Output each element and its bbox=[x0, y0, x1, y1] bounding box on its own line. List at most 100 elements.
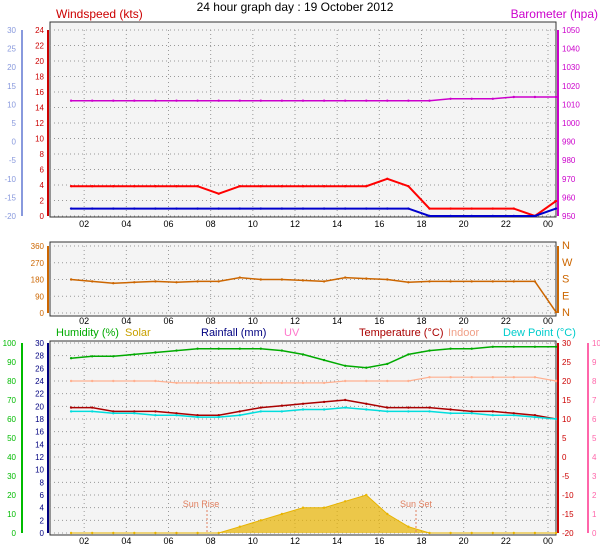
dewpoint-point bbox=[344, 406, 347, 409]
solar-point bbox=[91, 531, 94, 535]
barometer-point bbox=[259, 99, 262, 102]
solar-point bbox=[407, 525, 410, 528]
windspeed-point bbox=[238, 185, 241, 188]
humidity-point bbox=[154, 351, 157, 354]
wind-direction-point bbox=[470, 280, 473, 283]
x-tick-label: 08 bbox=[206, 536, 216, 546]
left-tick-label: 18 bbox=[35, 73, 44, 82]
uv-label: UV bbox=[284, 327, 300, 339]
outer-left-tick-label: -15 bbox=[4, 193, 16, 202]
wind-average-point bbox=[491, 214, 494, 218]
wind-average-point bbox=[133, 207, 136, 210]
wind-average-point bbox=[428, 214, 431, 218]
x-tick-label: 08 bbox=[206, 219, 216, 229]
right-tick-label: S bbox=[562, 274, 569, 286]
barometer-line bbox=[71, 96, 556, 102]
dewpoint-point bbox=[69, 410, 73, 413]
x-tick-label: 22 bbox=[501, 316, 511, 326]
temperature-point bbox=[344, 398, 347, 402]
wind-average-point bbox=[512, 214, 515, 218]
barometer-point bbox=[175, 99, 178, 102]
temperature-point bbox=[238, 410, 241, 413]
indoor-point bbox=[69, 379, 73, 383]
far-right-tick-label: 2 bbox=[592, 491, 597, 500]
wind-average-line bbox=[71, 207, 557, 217]
left-tick-label: 2 bbox=[40, 197, 45, 206]
barometer-point bbox=[69, 99, 73, 102]
barometer-point bbox=[154, 99, 157, 102]
wind-direction-point bbox=[512, 280, 515, 283]
left-tick-label: 6 bbox=[40, 491, 45, 500]
right-tick-label: 970 bbox=[562, 175, 576, 184]
temperature-point bbox=[154, 410, 157, 413]
solar-point bbox=[386, 512, 389, 516]
temperature-point bbox=[217, 414, 220, 417]
temperature-point bbox=[533, 414, 537, 417]
x-tick-label: 08 bbox=[206, 316, 216, 326]
indoor-point bbox=[196, 381, 199, 385]
x-tick-label: 22 bbox=[501, 219, 511, 229]
indoor-point bbox=[238, 381, 241, 385]
left-tick-label: 90 bbox=[35, 292, 44, 301]
wind-direction-point bbox=[554, 310, 558, 314]
wind-direction-point bbox=[386, 278, 389, 281]
wind-direction-point bbox=[407, 281, 410, 284]
left-tick-label: 0 bbox=[40, 309, 45, 318]
right-tick-label: 960 bbox=[562, 193, 576, 202]
temperature-point bbox=[133, 410, 136, 413]
outer-left-tick-label: -10 bbox=[4, 175, 16, 184]
outer-left-tick-label: 15 bbox=[7, 82, 16, 91]
left-tick-label: 10 bbox=[35, 135, 44, 144]
far-right-tick-label: 8 bbox=[592, 377, 597, 386]
humidity-point bbox=[407, 353, 410, 356]
dewpoint-point bbox=[428, 410, 431, 413]
left-tick-label: 20 bbox=[35, 57, 44, 66]
dewpoint-point bbox=[491, 414, 494, 417]
wind-average-point bbox=[238, 207, 241, 210]
right-tick-label: 10 bbox=[562, 415, 571, 424]
x-tick-label: 22 bbox=[501, 536, 511, 546]
right-tick-label: 1030 bbox=[562, 63, 580, 72]
barometer-point bbox=[238, 99, 241, 102]
x-tick-label: 06 bbox=[163, 219, 173, 229]
dewpoint-line bbox=[71, 406, 557, 420]
right-tick-label: 5 bbox=[562, 434, 567, 443]
x-tick-label: 18 bbox=[416, 536, 426, 546]
wind-average-point bbox=[154, 207, 157, 210]
barometer-point bbox=[512, 95, 515, 99]
outer-left-tick-label: 5 bbox=[12, 119, 17, 128]
left-tick-label: 12 bbox=[35, 119, 44, 128]
humidity-line bbox=[71, 346, 556, 369]
left-tick-label: 14 bbox=[35, 104, 44, 113]
indoor-point bbox=[322, 381, 326, 385]
right-tick-label: 20 bbox=[562, 377, 571, 386]
right-tick-label: 1010 bbox=[562, 100, 580, 109]
wind-average-point bbox=[322, 207, 326, 210]
right-tick-label: -10 bbox=[562, 491, 574, 500]
barometer-point bbox=[91, 99, 94, 102]
solar-point bbox=[69, 531, 73, 535]
right-tick-label: 1000 bbox=[562, 119, 580, 128]
far-right-tick-label: 6 bbox=[592, 415, 597, 424]
solar-point bbox=[196, 531, 199, 535]
left-tick-label: 0 bbox=[40, 212, 45, 221]
solar-point bbox=[554, 531, 558, 535]
indoor-point bbox=[533, 376, 537, 379]
right-tick-label: 990 bbox=[562, 138, 576, 147]
dewpoint-point bbox=[259, 410, 262, 413]
wind-average-point bbox=[175, 207, 178, 210]
dewpoint-point bbox=[449, 412, 452, 415]
x-tick-label: 02 bbox=[79, 219, 89, 229]
humidity-point bbox=[365, 366, 368, 369]
left-tick-label: 4 bbox=[40, 181, 45, 190]
temperature-point bbox=[196, 414, 199, 417]
temperature-point bbox=[112, 410, 115, 413]
barometer-point bbox=[217, 99, 220, 102]
dewpoint-point bbox=[301, 408, 305, 411]
indoor-point bbox=[491, 376, 494, 379]
x-tick-label: 00 bbox=[543, 316, 553, 326]
outer-left-tick-label: -20 bbox=[4, 212, 16, 221]
humidity-point bbox=[533, 345, 537, 348]
solar-point bbox=[238, 525, 241, 528]
wind-direction-point bbox=[112, 282, 115, 285]
